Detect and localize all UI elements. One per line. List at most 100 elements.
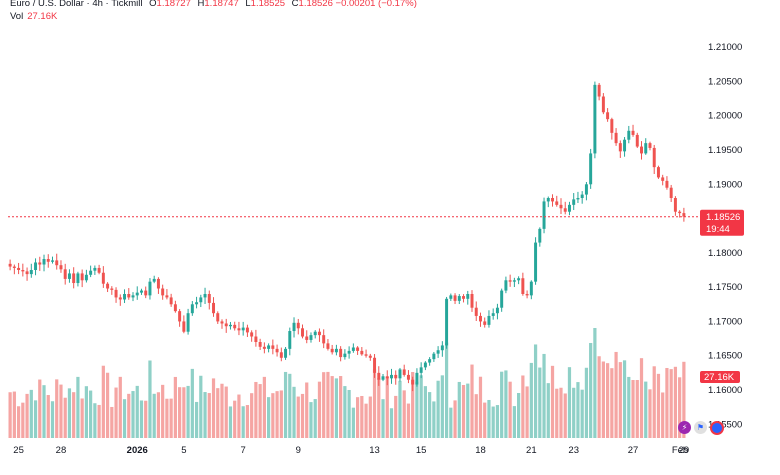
- volume-bar: [33, 400, 38, 438]
- candle-body: [402, 369, 406, 375]
- candle-body: [233, 324, 237, 329]
- price-tick-label: 1.18000: [708, 248, 742, 259]
- volume-bar: [250, 393, 254, 438]
- volume-bar: [487, 399, 491, 438]
- candle-body: [296, 322, 300, 329]
- symbol-label[interactable]: Euro / U.S. Dollar · 4h · Tickmill: [10, 0, 143, 9]
- lightning-icon[interactable]: ⚡: [678, 421, 691, 434]
- volume-bar: [93, 403, 97, 438]
- candle-body: [551, 198, 555, 202]
- candle-body: [487, 315, 491, 325]
- volume-bar: [500, 371, 504, 438]
- time-tick-label: 23: [568, 445, 579, 456]
- time-tick-label: 5: [181, 445, 186, 456]
- volume-bar: [449, 407, 453, 438]
- volume-bar: [368, 396, 372, 438]
- volume-bar: [63, 397, 67, 438]
- volume-bar: [105, 372, 110, 438]
- candle-body: [25, 271, 29, 275]
- volume-bar: [525, 386, 529, 438]
- candle-body: [343, 353, 347, 358]
- volume-bar: [296, 396, 300, 438]
- candle-body: [584, 184, 588, 195]
- volume-bar: [610, 368, 614, 438]
- candle-body: [479, 315, 482, 322]
- volume-bar: [339, 376, 343, 438]
- candle-body: [673, 198, 677, 212]
- candle-body: [156, 278, 160, 289]
- volume-bar: [656, 373, 661, 438]
- candle-body: [593, 84, 597, 154]
- candle-body: [462, 296, 466, 299]
- candle-body: [279, 352, 283, 358]
- price-tick-label: 1.17500: [708, 282, 742, 293]
- volume-bar: [457, 381, 461, 438]
- volume-bar: [16, 406, 21, 438]
- volume-bar: [135, 385, 139, 438]
- candle-body: [12, 266, 16, 268]
- volume-bar: [194, 401, 199, 438]
- volume-bar: [292, 386, 296, 438]
- candle-body: [563, 208, 567, 212]
- candle-body: [195, 302, 199, 305]
- candle-body: [385, 376, 389, 379]
- volume-bar: [538, 367, 542, 438]
- volume-bar: [38, 379, 42, 438]
- volume-bars: [8, 328, 686, 438]
- candle-body: [339, 348, 343, 358]
- volume-bar: [470, 364, 474, 438]
- volume-bar: [411, 372, 415, 438]
- candle-body: [326, 343, 330, 349]
- volume-bar: [372, 369, 377, 438]
- volume-bar: [627, 376, 631, 438]
- time-tick-label: 27: [628, 445, 639, 456]
- volume-bar: [21, 402, 25, 438]
- volume-bar: [584, 367, 589, 438]
- volume-bar: [216, 388, 220, 438]
- candle-body: [576, 198, 580, 200]
- volume-bar: [377, 378, 381, 438]
- volume-bar: [334, 378, 339, 438]
- candle-body: [572, 199, 576, 205]
- volume-bar: [360, 395, 364, 438]
- time-tick-label: 29: [679, 445, 690, 456]
- candle-body: [148, 281, 152, 296]
- candle-body: [445, 298, 449, 346]
- time-tick-label: 25: [13, 445, 24, 456]
- candle-body: [190, 304, 194, 314]
- flag-icon[interactable]: ⚑: [694, 421, 707, 434]
- candle-body: [271, 345, 275, 349]
- volume-bar: [67, 388, 72, 438]
- candle-body: [546, 198, 550, 202]
- candle-body: [542, 201, 546, 229]
- eu-flag-icon[interactable]: [710, 421, 724, 435]
- price-tag-bg: [700, 209, 744, 236]
- volume-bar: [432, 401, 436, 438]
- volume-bar: [550, 365, 555, 438]
- price-tick-label: 1.21000: [708, 42, 742, 53]
- volume-bar: [546, 383, 550, 438]
- badge-icons: ⚡ ⚑: [678, 421, 724, 435]
- candle-body: [390, 374, 393, 379]
- candle-body: [97, 267, 101, 273]
- volume-bar: [271, 393, 275, 438]
- candle-body: [254, 336, 258, 342]
- volume-bar: [580, 389, 584, 438]
- price-axis[interactable]: 1.21000 1.20500 1.20000 1.19500 1.19000 1.185…: [708, 42, 742, 430]
- candle-body: [106, 283, 110, 289]
- candle-body: [640, 146, 643, 154]
- candle-body: [538, 228, 542, 243]
- candle-body: [199, 297, 203, 303]
- volume-bar: [351, 407, 355, 438]
- volume-bar: [169, 398, 173, 438]
- volume-bar: [423, 386, 427, 438]
- candle-body: [606, 112, 610, 120]
- price-tick-label: 1.20000: [708, 111, 742, 122]
- volume-bar: [288, 373, 292, 438]
- volume-label[interactable]: Vol: [10, 11, 24, 22]
- candle-body: [309, 335, 313, 340]
- candle-body: [118, 297, 122, 300]
